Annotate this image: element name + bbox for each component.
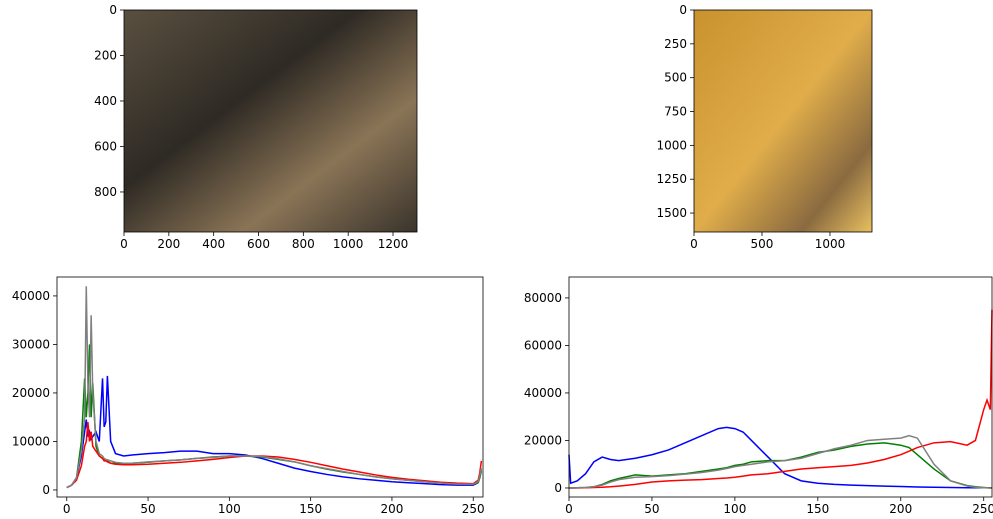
x-tick-label: 150: [299, 502, 322, 516]
axes-frame: [693, 9, 873, 233]
x-tick-label: 50: [140, 502, 155, 516]
y-tick-label: 10000: [12, 434, 50, 448]
x-tick-label: 0: [565, 502, 573, 516]
y-tick-label: 400: [94, 94, 117, 108]
y-tick-label: 0: [679, 3, 687, 17]
x-tick-label: 0: [690, 237, 698, 251]
x-tick-label: 0: [120, 237, 128, 251]
y-tick-label: 500: [664, 71, 687, 85]
y-tick-label: 0: [42, 483, 50, 497]
series-line: [66, 344, 483, 489]
series-line: [569, 434, 992, 489]
y-tick-label: 1500: [656, 206, 687, 220]
x-tick-label: 1000: [333, 237, 364, 251]
x-tick-label: 200: [380, 502, 403, 516]
x-tick-label: 200: [889, 502, 912, 516]
axes-frame: [123, 9, 418, 233]
y-tick-label: 80000: [524, 291, 562, 305]
x-tick-label: 600: [247, 237, 270, 251]
x-tick-label: 500: [751, 237, 774, 251]
y-tick-label: 20000: [524, 433, 562, 447]
y-tick-label: 800: [94, 185, 117, 199]
y-tick-label: 1250: [656, 172, 687, 186]
y-tick-label: 750: [664, 105, 687, 119]
y-tick-label: 30000: [12, 337, 50, 351]
series-line: [66, 421, 483, 489]
x-tick-label: 200: [157, 237, 180, 251]
x-tick-label: 250: [972, 502, 993, 516]
image: [124, 10, 417, 232]
x-tick-label: 0: [63, 502, 71, 516]
y-tick-label: 200: [94, 48, 117, 62]
y-tick-label: 40000: [12, 289, 50, 303]
y-tick-label: 250: [664, 37, 687, 51]
x-tick-label: 50: [644, 502, 659, 516]
series-line: [569, 309, 993, 489]
plot-area: [568, 309, 993, 489]
series-line: [568, 426, 992, 489]
x-tick-label: 1200: [378, 237, 409, 251]
y-tick-label: 1000: [656, 138, 687, 152]
y-tick-label: 0: [109, 3, 117, 17]
x-tick-label: 250: [462, 502, 485, 516]
y-tick-label: 40000: [524, 386, 562, 400]
x-tick-label: 400: [202, 237, 225, 251]
axes-frame: [568, 276, 993, 498]
series-line: [569, 442, 992, 489]
x-tick-label: 100: [218, 502, 241, 516]
series-line: [66, 286, 483, 489]
x-tick-label: 150: [806, 502, 829, 516]
y-tick-label: 20000: [12, 386, 50, 400]
series-line: [66, 375, 483, 489]
x-tick-label: 100: [723, 502, 746, 516]
axes-frame: [56, 276, 484, 498]
y-tick-label: 60000: [524, 338, 562, 352]
plot-area: [66, 286, 483, 489]
y-tick-label: 600: [94, 139, 117, 153]
x-tick-label: 1000: [815, 237, 846, 251]
x-tick-label: 800: [292, 237, 315, 251]
y-tick-label: 0: [554, 481, 562, 495]
image: [694, 10, 872, 232]
